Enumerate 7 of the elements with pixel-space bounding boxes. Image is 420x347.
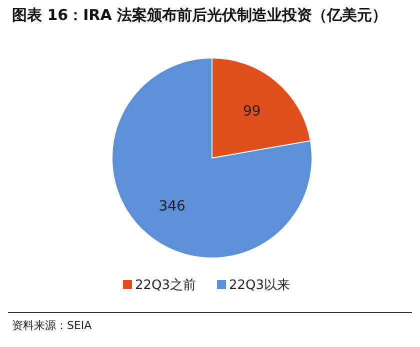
data-label: 346 [158, 198, 186, 214]
text: 资料来源：SEIA [12, 318, 92, 333]
legend-label: 22Q3以来 [229, 278, 290, 293]
pie-slice [112, 58, 312, 258]
data-label: 99 [242, 104, 261, 120]
chart-title: 图表 16：IRA 法案颁布前后光伏制造业投资（亿美元） [12, 5, 388, 26]
legend-label: 22Q3之前 [135, 278, 196, 293]
